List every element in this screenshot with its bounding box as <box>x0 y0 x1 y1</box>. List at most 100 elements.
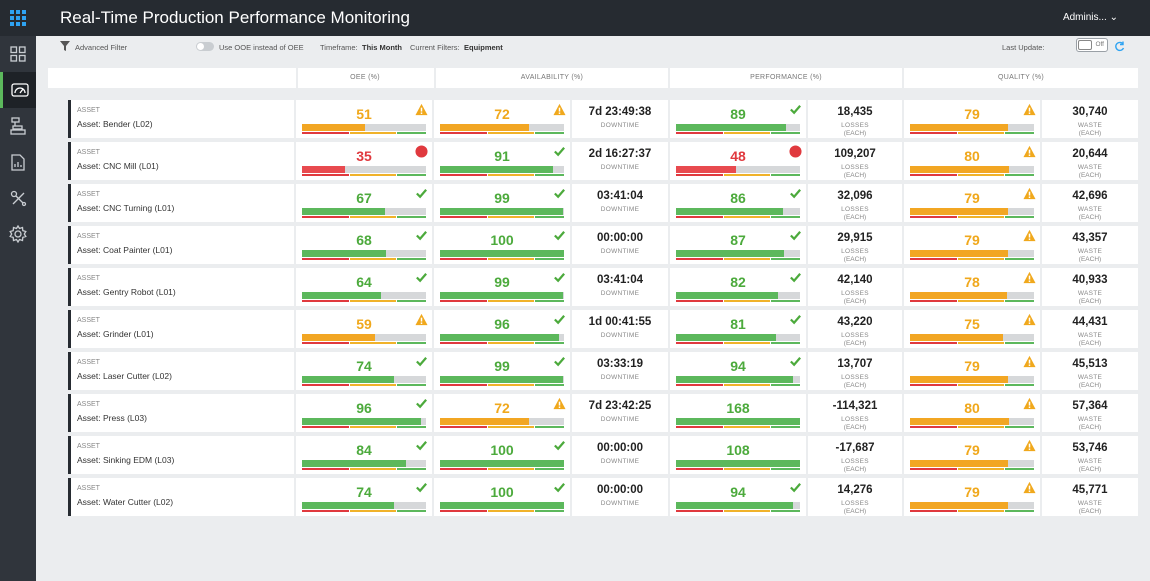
oee-cell[interactable]: 51 <box>296 100 432 138</box>
performance-cell[interactable]: 94 <box>670 352 806 390</box>
availability-cell[interactable]: 99 <box>434 184 570 222</box>
performance-cell[interactable]: 94 <box>670 478 806 516</box>
asset-cell[interactable]: ASSET Asset: CNC Mill (L01) <box>68 142 294 180</box>
check-icon <box>790 315 801 325</box>
table-row[interactable]: ASSET Asset: CNC Turning (L01) 67 99 03:41:0… <box>48 184 1138 222</box>
quality-header[interactable]: QUALITY (%) <box>902 68 1138 88</box>
asset-cell[interactable]: ASSET Asset: Water Cutter (L02) <box>68 478 294 516</box>
asset-cell[interactable]: ASSET Asset: Coat Painter (L01) <box>68 226 294 264</box>
availability-cell[interactable]: 72 <box>434 394 570 432</box>
availability-cell-threshold-scale <box>440 300 564 302</box>
table-row[interactable]: ASSET Asset: CNC Mill (L01) 35 91 2d 16:27:3… <box>48 142 1138 180</box>
quality-cell[interactable]: 75 <box>904 310 1040 348</box>
oee-cell[interactable]: 68 <box>296 226 432 264</box>
last-update-label: Last Update: <box>1002 43 1045 52</box>
report-icon[interactable] <box>0 144 36 180</box>
robot-arm-icon[interactable] <box>0 108 36 144</box>
table-row[interactable]: ASSET Asset: Press (L03) 96 72 7d 23:42:25 DO… <box>48 394 1138 432</box>
performance-cell[interactable]: 168 <box>670 394 806 432</box>
asset-cell[interactable]: ASSET Asset: Bender (L02) <box>68 100 294 138</box>
table-row[interactable]: ASSET Asset: Laser Cutter (L02) 74 99 03:33:… <box>48 352 1138 390</box>
availability-cell[interactable]: 99 <box>434 352 570 390</box>
threshold-yellow <box>488 342 534 344</box>
performance-cell[interactable]: 82 <box>670 268 806 306</box>
oee-cell[interactable]: 96 <box>296 394 432 432</box>
performance-cell[interactable]: 108 <box>670 436 806 474</box>
last-update-toggle[interactable]: Off <box>1076 38 1108 52</box>
asset-cell[interactable]: ASSET Asset: Grinder (L01) <box>68 310 294 348</box>
asset-cell[interactable]: ASSET Asset: Laser Cutter (L02) <box>68 352 294 390</box>
dashboard-icon[interactable] <box>0 36 36 72</box>
oee-cell-bar-fill <box>302 292 382 299</box>
oee-cell[interactable]: 74 <box>296 478 432 516</box>
table-row[interactable]: ASSET Asset: Water Cutter (L02) 74 100 00:00… <box>48 478 1138 516</box>
availability-cell[interactable]: 72 <box>434 100 570 138</box>
current-filters-value[interactable]: Equipment <box>464 43 503 52</box>
losses-cell-label: LOSSES <box>841 458 869 465</box>
availability-cell[interactable]: 100 <box>434 478 570 516</box>
performance-header[interactable]: PERFORMANCE (%) <box>668 68 902 88</box>
oee-cell[interactable]: 59 <box>296 310 432 348</box>
threshold-yellow <box>958 426 1004 428</box>
availability-header[interactable]: AVAILABILITY (%) <box>434 68 668 88</box>
app-grid-icon[interactable] <box>0 0 36 36</box>
oee-cell[interactable]: 64 <box>296 268 432 306</box>
quality-cell-bar-fill <box>910 292 1007 299</box>
losses-cell: 42,140 LOSSES (EACH) <box>808 268 902 306</box>
oee-cell[interactable]: 74 <box>296 352 432 390</box>
quality-cell[interactable]: 79 <box>904 436 1040 474</box>
oee-cell[interactable]: 35 <box>296 142 432 180</box>
oee-cell[interactable]: 84 <box>296 436 432 474</box>
user-menu[interactable]: Adminis... ⌄ <box>1062 12 1118 23</box>
downtime-cell: 03:41:04 DOWNTIME <box>572 184 668 222</box>
quality-cell[interactable]: 79 <box>904 100 1040 138</box>
table-row[interactable]: ASSET Asset: Grinder (L01) 59 96 1d 00:41:55… <box>48 310 1138 348</box>
refresh-icon[interactable] <box>1114 41 1125 52</box>
asset-cell[interactable]: ASSET Asset: Gentry Robot (L01) <box>68 268 294 306</box>
quality-cell-bar <box>910 292 1034 299</box>
table-row[interactable]: ASSET Asset: Coat Painter (L01) 68 100 00:00… <box>48 226 1138 264</box>
advanced-filter-link[interactable]: Advanced Filter <box>75 43 128 52</box>
table-row[interactable]: ASSET Asset: Sinking EDM (L03) 84 100 00:00:… <box>48 436 1138 474</box>
quality-cell[interactable]: 78 <box>904 268 1040 306</box>
timeframe-value[interactable]: This Month <box>362 43 402 52</box>
quality-cell[interactable]: 79 <box>904 226 1040 264</box>
gauge-icon[interactable] <box>0 72 36 108</box>
oee-cell[interactable]: 67 <box>296 184 432 222</box>
performance-cell[interactable]: 86 <box>670 184 806 222</box>
table-row[interactable]: ASSET Asset: Bender (L02) 51 72 7d 23:49:38 D… <box>48 100 1138 138</box>
threshold-green <box>396 426 426 428</box>
tools-icon[interactable] <box>0 180 36 216</box>
quality-cell[interactable]: 79 <box>904 184 1040 222</box>
waste-cell-value: 30,740 <box>1072 106 1108 118</box>
quality-cell-value: 79 <box>964 232 980 248</box>
threshold-green <box>396 132 426 134</box>
losses-unit: (EACH) <box>843 298 867 305</box>
quality-cell[interactable]: 79 <box>904 352 1040 390</box>
availability-cell[interactable]: 96 <box>434 310 570 348</box>
oee-header[interactable]: OEE (%) <box>296 68 432 88</box>
asset-cell[interactable]: ASSET Asset: CNC Turning (L01) <box>68 184 294 222</box>
performance-cell[interactable]: 48 <box>670 142 806 180</box>
availability-cell-threshold-scale <box>440 384 564 386</box>
asset-cell[interactable]: ASSET Asset: Sinking EDM (L03) <box>68 436 294 474</box>
warning-icon <box>553 397 566 410</box>
availability-cell[interactable]: 91 <box>434 142 570 180</box>
table-row[interactable]: ASSET Asset: Gentry Robot (L01) 64 99 03:41:… <box>48 268 1138 306</box>
availability-cell[interactable]: 100 <box>434 226 570 264</box>
oee-cell-bar <box>302 376 426 383</box>
availability-cell[interactable]: 100 <box>434 436 570 474</box>
filter-icon[interactable] <box>60 41 70 51</box>
settings-icon[interactable] <box>0 216 36 252</box>
quality-cell[interactable]: 80 <box>904 142 1040 180</box>
quality-cell[interactable]: 80 <box>904 394 1040 432</box>
ooe-toggle[interactable] <box>196 42 214 51</box>
quality-cell[interactable]: 79 <box>904 478 1040 516</box>
performance-cell[interactable]: 89 <box>670 100 806 138</box>
waste-cell-label: WASTE <box>1077 374 1103 381</box>
availability-cell[interactable]: 99 <box>434 268 570 306</box>
asset-cell[interactable]: ASSET Asset: Press (L03) <box>68 394 294 432</box>
performance-cell[interactable]: 81 <box>670 310 806 348</box>
threshold-green <box>1004 258 1034 260</box>
performance-cell[interactable]: 87 <box>670 226 806 264</box>
